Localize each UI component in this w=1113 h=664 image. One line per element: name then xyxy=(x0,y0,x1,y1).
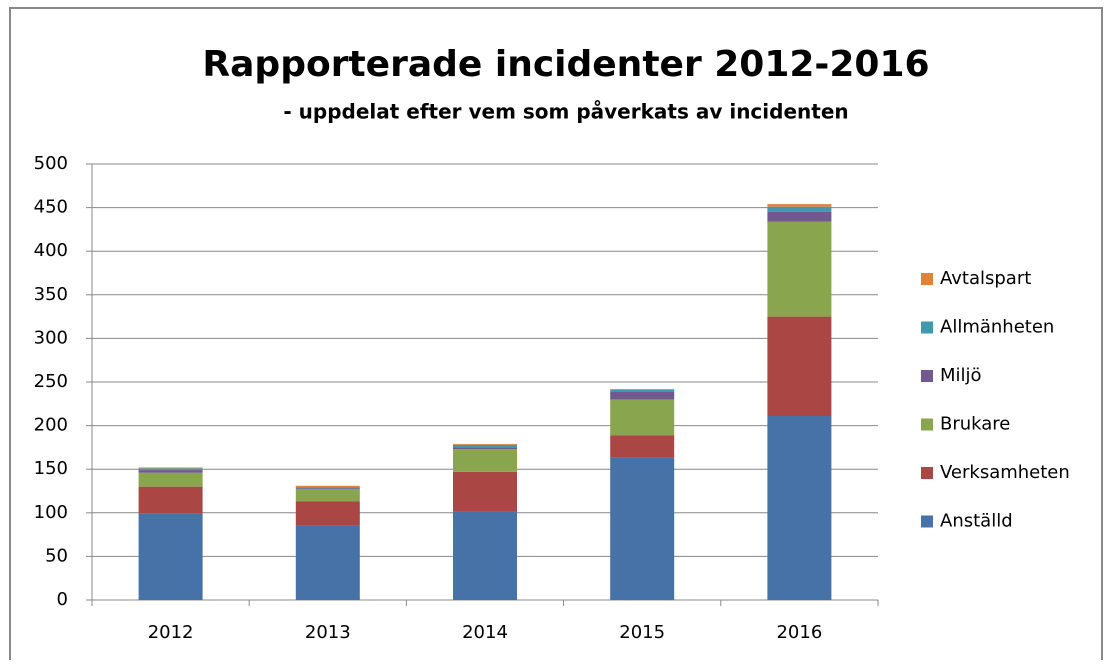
y-tick-label: 100 xyxy=(34,502,68,523)
y-tick-label: 50 xyxy=(45,545,68,566)
legend-swatch xyxy=(921,273,933,285)
x-tick-label: 2016 xyxy=(776,622,822,643)
bar-segment xyxy=(610,399,675,436)
bar-segment xyxy=(138,513,203,600)
y-tick-label: 150 xyxy=(34,458,68,479)
x-tick-label: 2014 xyxy=(462,622,508,643)
bar-segment xyxy=(138,472,203,487)
y-tick-label: 200 xyxy=(34,415,68,436)
bar-segment xyxy=(610,457,675,600)
legend-swatch xyxy=(921,370,933,382)
bar-segment xyxy=(767,206,832,212)
bar-segment xyxy=(767,416,832,600)
legend-label: Avtalspart xyxy=(940,268,1031,289)
bar-segment xyxy=(295,488,360,490)
bar-segment xyxy=(453,511,517,600)
bar-segment xyxy=(295,525,360,600)
y-tick-label: 0 xyxy=(57,589,68,610)
bar-segment xyxy=(295,489,360,502)
bar-segment xyxy=(138,470,203,473)
chart-title: Rapporterade incidenter 2012-2016 xyxy=(202,44,929,85)
legend-label: Brukare xyxy=(940,414,1010,435)
x-tick-label: 2012 xyxy=(148,622,194,643)
bar-segment xyxy=(610,389,675,392)
bar-segment xyxy=(453,444,517,448)
bar-segment xyxy=(610,388,675,390)
legend-swatch xyxy=(921,515,933,528)
x-tick-label: 2013 xyxy=(305,622,351,643)
bar-segment xyxy=(453,449,517,472)
y-tick-label: 250 xyxy=(34,371,68,392)
legend-label: Miljö xyxy=(940,365,982,386)
bar-segment xyxy=(767,204,832,207)
bar-segment xyxy=(767,211,832,222)
y-tick-label: 350 xyxy=(34,284,68,305)
legend-label: Anställd xyxy=(940,511,1013,532)
bar-segment xyxy=(767,316,832,417)
bar-segment xyxy=(138,468,203,471)
bar-segment xyxy=(138,486,203,514)
y-tick-label: 500 xyxy=(34,153,68,174)
bar-segment xyxy=(295,485,360,488)
bar-segment xyxy=(767,221,832,317)
bar-segment xyxy=(138,467,203,469)
chart-subtitle: - uppdelat efter vem som påverkats av in… xyxy=(283,100,848,124)
bar-segment xyxy=(453,443,517,445)
bar-segment xyxy=(610,435,675,458)
y-tick-label: 400 xyxy=(34,240,68,261)
bar-segment xyxy=(295,487,360,489)
x-tick-label: 2015 xyxy=(619,622,665,643)
bar-segment xyxy=(453,471,517,512)
bar-segment xyxy=(295,501,360,526)
bar-segment xyxy=(453,447,517,450)
legend-swatch xyxy=(921,321,933,334)
y-tick-label: 450 xyxy=(34,197,68,218)
legend-swatch xyxy=(921,418,933,431)
legend-label: Allmänheten xyxy=(940,317,1054,338)
legend-swatch xyxy=(921,467,933,479)
chart-border xyxy=(9,7,1103,664)
bar-segment xyxy=(610,391,675,400)
y-tick-label: 300 xyxy=(34,327,68,348)
legend-label: Verksamheten xyxy=(940,462,1070,483)
